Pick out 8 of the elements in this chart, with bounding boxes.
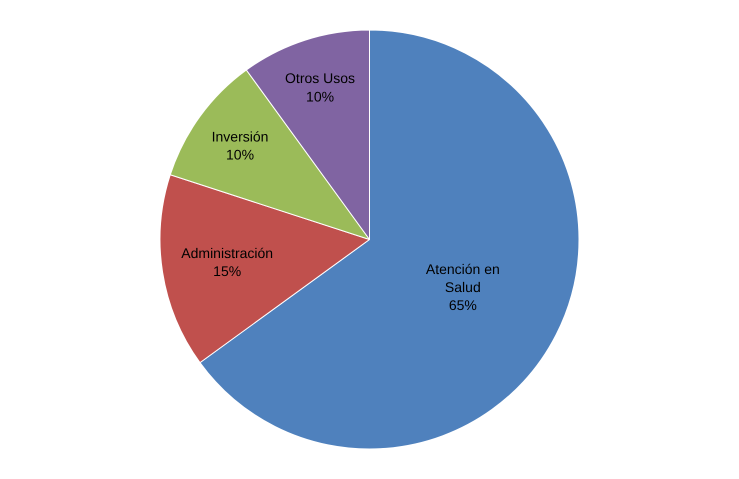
slice-label: Atención en Salud	[426, 260, 500, 296]
slice-label: Inversión	[212, 128, 268, 144]
slice-label: Administración	[181, 244, 274, 261]
slice-label: Otros Usos	[285, 70, 356, 86]
data-label: 15%	[213, 263, 242, 280]
data-label: 10%	[226, 146, 254, 163]
data-label: 65%	[448, 297, 477, 314]
data-label: 10%	[306, 88, 334, 104]
